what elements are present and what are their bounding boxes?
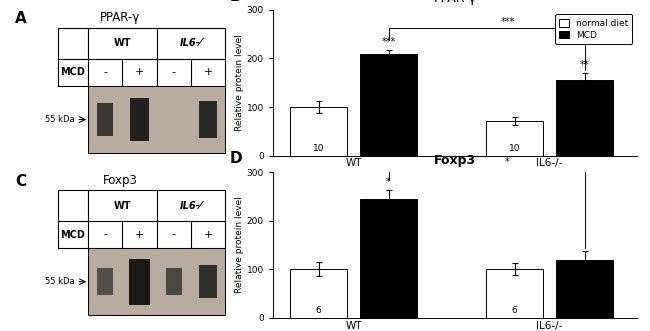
Bar bbox=[98, 268, 113, 296]
Text: +: + bbox=[203, 67, 213, 77]
Y-axis label: Relative protein level: Relative protein level bbox=[235, 34, 244, 131]
Bar bbox=[486, 120, 543, 156]
Text: -: - bbox=[172, 229, 176, 240]
Text: ***: *** bbox=[382, 37, 396, 47]
Title: PPAR-γ: PPAR-γ bbox=[434, 0, 476, 5]
Text: -: - bbox=[103, 229, 107, 240]
Text: MCD: MCD bbox=[60, 67, 85, 77]
Bar bbox=[166, 268, 182, 296]
Text: *: * bbox=[386, 177, 391, 187]
Bar bbox=[556, 260, 613, 318]
Text: 6: 6 bbox=[582, 306, 588, 315]
Text: 6: 6 bbox=[385, 306, 391, 315]
Text: MCD: MCD bbox=[60, 229, 85, 240]
Title: Foxp3: Foxp3 bbox=[434, 154, 476, 167]
Text: A: A bbox=[15, 12, 27, 26]
Text: 55 kDa: 55 kDa bbox=[45, 277, 75, 286]
Bar bbox=[290, 269, 347, 318]
Text: -: - bbox=[103, 67, 107, 77]
Bar bbox=[58, 190, 226, 248]
Bar bbox=[129, 259, 150, 305]
Text: 10: 10 bbox=[313, 144, 324, 153]
Text: -: - bbox=[172, 67, 176, 77]
Text: +: + bbox=[203, 229, 213, 240]
Bar bbox=[199, 265, 217, 299]
Bar bbox=[199, 101, 217, 138]
Text: Foxp3: Foxp3 bbox=[103, 174, 138, 187]
Y-axis label: Relative protein level: Relative protein level bbox=[235, 197, 244, 293]
Text: 6: 6 bbox=[316, 306, 321, 315]
Text: *: * bbox=[505, 157, 510, 167]
Bar bbox=[360, 199, 417, 318]
Text: C: C bbox=[15, 174, 26, 189]
Bar bbox=[130, 98, 150, 141]
Text: **: ** bbox=[580, 60, 590, 70]
Text: +: + bbox=[135, 229, 144, 240]
Text: 55 kDa: 55 kDa bbox=[45, 115, 75, 124]
Text: 10: 10 bbox=[578, 144, 590, 153]
Text: IL6-⁄: IL6-⁄ bbox=[180, 38, 202, 48]
Text: B: B bbox=[229, 0, 241, 4]
Bar bbox=[290, 107, 347, 156]
Text: +: + bbox=[135, 67, 144, 77]
Legend: normal diet, MCD: normal diet, MCD bbox=[555, 15, 632, 44]
Text: 6: 6 bbox=[512, 306, 517, 315]
Bar bbox=[88, 248, 226, 315]
Text: ***: *** bbox=[500, 17, 515, 27]
Bar bbox=[486, 269, 543, 318]
Bar bbox=[88, 86, 226, 153]
Text: WT: WT bbox=[114, 201, 131, 211]
Text: 10: 10 bbox=[509, 144, 520, 153]
Bar bbox=[98, 103, 113, 136]
Text: PPAR-γ: PPAR-γ bbox=[100, 12, 140, 24]
Text: 10: 10 bbox=[383, 144, 395, 153]
Bar bbox=[360, 54, 417, 156]
Text: WT: WT bbox=[114, 38, 131, 48]
Bar bbox=[58, 28, 226, 86]
Text: IL6-⁄: IL6-⁄ bbox=[180, 201, 202, 211]
Bar bbox=[556, 80, 613, 156]
Text: D: D bbox=[229, 151, 242, 166]
